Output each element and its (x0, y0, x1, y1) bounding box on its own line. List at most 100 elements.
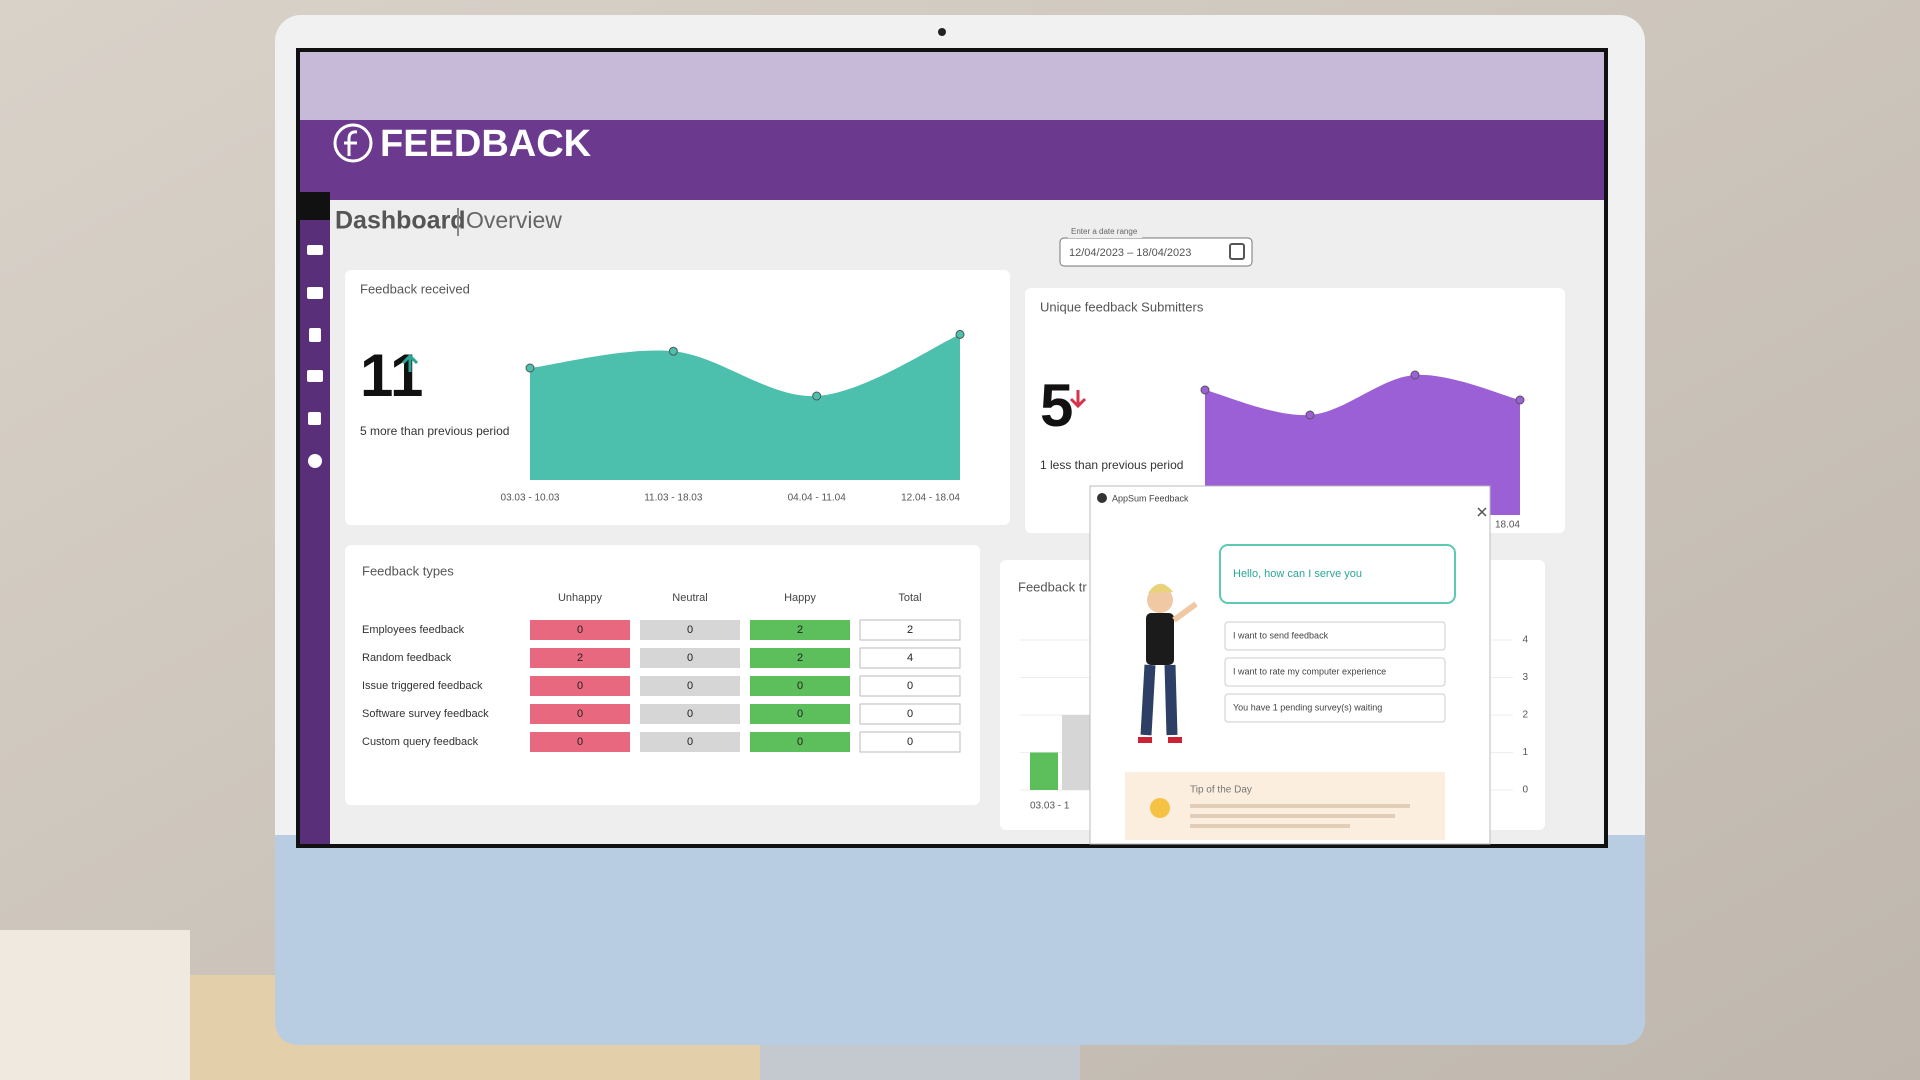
cell-value: 0 (577, 680, 583, 692)
speech-bubble (1219, 544, 1456, 604)
cell-value: 2 (577, 652, 583, 664)
cell-value: 0 (687, 736, 693, 748)
point (1200, 385, 1210, 395)
nav-icon[interactable] (307, 370, 323, 382)
kpi-value: 11 (360, 342, 423, 409)
option-button[interactable] (1224, 693, 1446, 723)
card-title: Unique feedback Submitters (1040, 299, 1204, 314)
x-tick-label: 03.03 - 10.03 (501, 493, 560, 504)
nav-icon[interactable] (308, 454, 322, 468)
cell-value: 2 (797, 624, 803, 636)
point (668, 346, 678, 356)
table-cell (640, 704, 740, 724)
logo-text: FEEDBACK (380, 123, 592, 165)
table-cell (859, 619, 961, 641)
tip-line (1190, 804, 1410, 808)
table-cell (640, 620, 740, 640)
date-range-input[interactable] (1059, 237, 1253, 267)
bar (1062, 715, 1090, 790)
sidebar (300, 200, 330, 844)
row-label: Random feedback (362, 652, 452, 664)
figure-head (1147, 587, 1173, 613)
popup-options: I want to send feedback I want to rate my… (1224, 621, 1446, 723)
tip-bulb (1150, 798, 1170, 818)
table-cell (859, 647, 961, 669)
row-label: Software survey feedback (362, 708, 489, 720)
logo-glyph (344, 130, 358, 156)
table-cell (530, 704, 630, 724)
y-tick-label: 0 (1522, 785, 1528, 796)
logo-icon (333, 123, 373, 163)
cell-value: 2 (907, 624, 913, 636)
y-tick-label: 1 (1522, 747, 1528, 758)
popup-icon (1097, 493, 1107, 503)
table-cell (750, 704, 850, 724)
cell-value: 0 (797, 736, 803, 748)
column-header: Neutral (672, 592, 707, 604)
option-button[interactable] (1224, 657, 1446, 687)
tip-line (1190, 814, 1395, 818)
table-cell (750, 620, 850, 640)
option-button[interactable] (1224, 621, 1446, 651)
cell-value: 0 (687, 652, 693, 664)
greeting: Hello, how can I serve you (1233, 568, 1362, 580)
card-title: Feedback tr (1018, 579, 1087, 594)
kpi-note: 1 less than previous period (1040, 458, 1183, 472)
camera (938, 28, 946, 36)
table-cell (530, 620, 630, 640)
app-header (300, 120, 1604, 200)
x-tick-label: 11.03 - 18.03 (644, 493, 703, 504)
cell-value: 0 (577, 708, 583, 720)
cell-value: 0 (907, 736, 913, 748)
bar (1030, 752, 1058, 790)
table-cell (859, 703, 961, 725)
x-tick-label: 04.04 - 11.04 (788, 493, 847, 504)
figure-legs (1140, 664, 1178, 736)
kpi-note: 5 more than previous period (360, 424, 509, 438)
cell-value: 0 (907, 708, 913, 720)
card-title: Feedback received (360, 281, 470, 296)
top-strip (300, 52, 1604, 120)
sidebar-icons (307, 245, 323, 468)
option-text: I want to rate my computer experience (1233, 666, 1386, 676)
x-tick-label: 12.04 - 18.04 (901, 493, 960, 504)
popup-close[interactable] (1477, 507, 1487, 517)
table-cell (750, 676, 850, 696)
sidebar-active[interactable] (300, 192, 330, 220)
date-range: 12/04/2023 – 18/04/2023 (1069, 247, 1191, 259)
y-tick-label: 3 (1522, 672, 1528, 683)
assistant-figure (1138, 583, 1198, 743)
nav-icon[interactable] (307, 287, 323, 299)
row-label: Custom query feedback (362, 736, 479, 748)
cell-value: 0 (797, 680, 803, 692)
nav-icon[interactable] (308, 412, 321, 425)
table-cell (530, 732, 630, 752)
nav-icon[interactable] (309, 328, 321, 342)
nav-icon[interactable] (307, 245, 323, 255)
charts: Feedback received 03.03 - 10.03 11.03 - 18… (360, 281, 1528, 811)
point (1305, 410, 1315, 420)
point (955, 329, 965, 339)
calendar-icon[interactable] (1229, 243, 1245, 260)
cell-value: 2 (797, 652, 803, 664)
popup-title: AppSum Feedback (1112, 493, 1189, 503)
column-header: Happy (784, 592, 816, 604)
y-tick-label: 4 (1522, 635, 1528, 646)
table-cell (750, 648, 850, 668)
date-label: Enter a date range (1071, 227, 1138, 236)
option-text: You have 1 pending survey(s) waiting (1233, 702, 1382, 712)
figure-shirt (1146, 613, 1174, 665)
cell-value: 0 (797, 708, 803, 720)
point (1515, 395, 1525, 405)
cell-value: 0 (907, 680, 913, 692)
table-cell (859, 675, 961, 697)
table-cell (640, 732, 740, 752)
page-subtitle: Overview (466, 207, 562, 233)
cell-value: 0 (577, 736, 583, 748)
point (525, 363, 535, 373)
kpi-up-arrow (401, 353, 419, 372)
table-cell (859, 731, 961, 753)
x-tick-label: 18.04 (1495, 520, 1520, 531)
date-label-bg (1068, 226, 1142, 238)
